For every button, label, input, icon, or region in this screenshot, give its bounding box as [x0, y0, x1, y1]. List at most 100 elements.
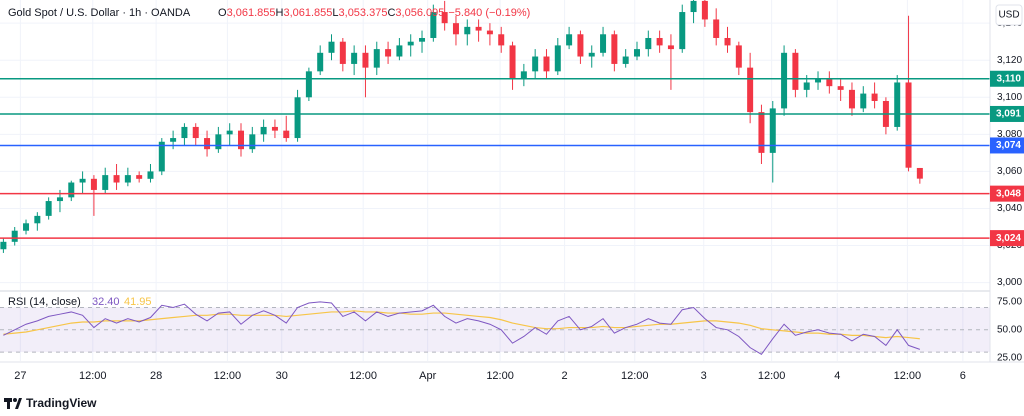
- candle-body: [498, 34, 505, 46]
- candle-body: [532, 56, 539, 72]
- ohlc-value: 3,061.855: [283, 7, 332, 19]
- x-tick-label: 4: [834, 370, 840, 382]
- candle-body: [136, 175, 143, 179]
- currency-box[interactable]: [995, 4, 1023, 26]
- candle-body: [600, 34, 607, 53]
- candle-body: [294, 97, 301, 139]
- candle-body: [351, 52, 358, 64]
- candle-body: [871, 93, 878, 101]
- candle-body: [701, 0, 708, 20]
- y-tick-label: 3,120: [997, 55, 1022, 66]
- x-tick-label: 12:00: [214, 370, 242, 382]
- ohlc-key: C: [387, 7, 395, 19]
- candle-body: [34, 215, 41, 224]
- candle-body: [758, 112, 765, 153]
- candle-body: [690, 0, 697, 13]
- candle-body: [656, 37, 663, 46]
- candle-body: [611, 34, 618, 64]
- candle-body: [566, 34, 573, 46]
- candle-body: [916, 167, 923, 179]
- candle-body: [826, 78, 833, 87]
- candle-body: [90, 178, 97, 190]
- candle-body: [45, 201, 52, 216]
- level-label-box: [990, 230, 1024, 247]
- candle-body: [633, 49, 640, 57]
- candle-body: [837, 86, 844, 90]
- candle-body: [385, 49, 392, 57]
- rsi-line: [3, 301, 921, 355]
- ohlc-key: H: [276, 7, 284, 19]
- level-label-box: [990, 185, 1024, 202]
- ohlc-key: L: [332, 7, 338, 19]
- level-label-box: [990, 105, 1024, 122]
- candle-body: [0, 241, 7, 250]
- x-tick-label: 12:00: [621, 370, 649, 382]
- candle-body: [554, 45, 561, 72]
- y-tick-label: 3,000: [997, 277, 1022, 288]
- candle-body: [328, 41, 335, 53]
- candle-body: [848, 89, 855, 109]
- ohlc-change: −5.840 (−0.19%): [448, 7, 530, 19]
- level-label: 3,074: [996, 140, 1021, 151]
- x-tick-label: Apr: [419, 370, 436, 382]
- candle-body: [147, 171, 154, 179]
- candle-body: [226, 130, 233, 135]
- candle-body: [622, 56, 629, 64]
- candle-body: [192, 126, 199, 139]
- candle-body: [362, 52, 369, 68]
- tradingview-logo: [4, 398, 22, 409]
- x-tick-label: 3: [701, 370, 707, 382]
- candle-body: [419, 37, 426, 42]
- candle-body: [667, 45, 674, 50]
- candle-body: [905, 82, 912, 168]
- candle-body: [339, 41, 346, 64]
- level-label-box: [990, 70, 1024, 87]
- candle-body: [305, 71, 312, 98]
- candle-body: [79, 178, 86, 183]
- candle-body: [769, 108, 776, 153]
- x-tick-label: 12:00: [486, 370, 514, 382]
- candle-body: [204, 138, 211, 150]
- candle-body: [249, 134, 256, 150]
- x-tick-label: 12:00: [79, 370, 107, 382]
- ohlc-value: 3,053.375: [339, 7, 388, 19]
- ohlc-value: 3,056.095: [395, 7, 444, 19]
- candle-body: [803, 82, 810, 90]
- level-label: 3,091: [996, 109, 1021, 120]
- level-label-box: [990, 137, 1024, 154]
- candle-body: [792, 52, 799, 90]
- candle-body: [102, 175, 109, 190]
- rsi-legend-value: 32.40: [92, 296, 120, 308]
- candle-body: [283, 130, 290, 139]
- ohlc-values: O3,061.855H3,061.855L3,053.375C3,056.095…: [218, 7, 530, 19]
- candle-body: [317, 52, 324, 72]
- candle-body: [11, 230, 18, 242]
- rsi-tick-label: 75.00: [997, 297, 1022, 308]
- x-tick-label: 2: [562, 370, 568, 382]
- candle-body: [158, 141, 165, 172]
- candle-body: [68, 182, 75, 198]
- rsi-tick-label: 50.00: [997, 324, 1022, 335]
- currency[interactable]: USD: [998, 10, 1019, 21]
- x-tick-label: 6: [960, 370, 966, 382]
- x-tick-label: 27: [14, 370, 26, 382]
- candle-body: [23, 223, 30, 231]
- candle-body: [271, 126, 278, 131]
- y-tick-label: 3,080: [997, 129, 1022, 140]
- candle-body: [407, 41, 414, 46]
- candle-body: [396, 45, 403, 57]
- x-tick-label: 12:00: [894, 370, 922, 382]
- rsi-line: [3, 310, 920, 340]
- candle-body: [124, 175, 131, 183]
- candle-body: [170, 138, 177, 142]
- x-tick-label: 12:00: [758, 370, 786, 382]
- candle-body: [181, 126, 188, 139]
- candle-body: [645, 37, 652, 50]
- candle-body: [815, 78, 822, 83]
- rsi-tick-label: 25.00: [997, 352, 1022, 363]
- candle-body: [486, 30, 493, 35]
- candle-body: [543, 56, 550, 72]
- y-tick-label: 3,100: [997, 92, 1022, 103]
